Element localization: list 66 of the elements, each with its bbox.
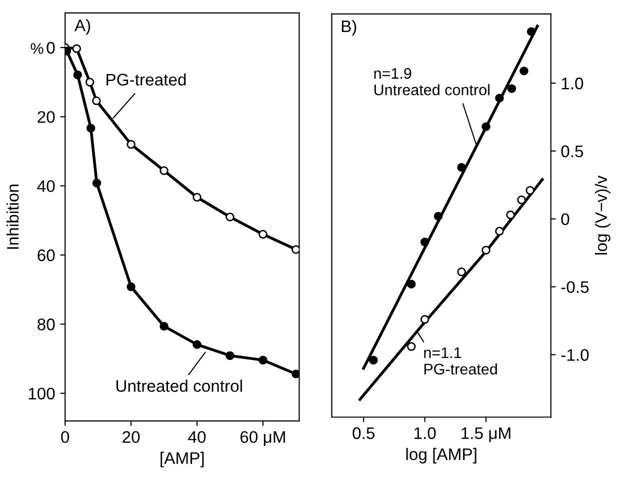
y-tick-label: 20 [38, 111, 55, 123]
x-tick-label: 40 [188, 431, 206, 443]
point [126, 140, 136, 149]
y-axis-title: log (V−v)/v [594, 176, 610, 254]
y-tick-label: -1.0 [561, 349, 589, 361]
line-series [358, 178, 544, 401]
point [420, 315, 430, 324]
point [495, 226, 504, 236]
x-tick-label: 1.5 μM [462, 427, 510, 442]
point [526, 27, 536, 36]
chart-title: B) [342, 20, 356, 36]
x-tick-label: 60 μM [240, 431, 285, 446]
point [85, 78, 94, 86]
point [160, 322, 168, 331]
point [92, 178, 102, 188]
point [292, 370, 300, 378]
point [72, 44, 82, 53]
annotation: PG-treated [106, 73, 186, 86]
point [506, 210, 515, 220]
y-tick-label: 40 [37, 180, 55, 192]
y-tick-label: 100 [28, 388, 55, 400]
y-tick-label: 60 [38, 249, 55, 262]
y-tick-label: 1.0 [562, 78, 584, 90]
point [126, 282, 136, 292]
point [482, 246, 490, 255]
point [526, 186, 534, 195]
point [73, 70, 82, 80]
point [292, 245, 300, 254]
point [406, 280, 416, 288]
y-tick-label: 0 [561, 213, 570, 226]
point [520, 66, 528, 76]
x-tick-label: 1.0 [414, 427, 436, 440]
point [192, 192, 202, 202]
chart-title: A) [74, 19, 90, 35]
point [517, 196, 526, 204]
y-tick-label: 0 [46, 42, 55, 54]
point [226, 212, 234, 222]
y-tick-label: 0.5 [561, 145, 584, 158]
point [192, 340, 202, 349]
x-tick-label: 0.5 [352, 427, 374, 440]
y-axis-title: Inhibition [6, 184, 19, 249]
y-tick-label: 80 [38, 318, 55, 330]
point [495, 94, 504, 102]
x-tick-label: 0 [61, 431, 70, 443]
x-axis-title: [AMP] [160, 452, 204, 468]
x-tick-label: 20 [122, 431, 140, 443]
text: % [30, 43, 44, 54]
point [86, 124, 96, 132]
point [457, 267, 466, 276]
point [92, 96, 101, 106]
point [406, 342, 416, 351]
point [369, 356, 378, 364]
point [507, 84, 516, 93]
point [420, 238, 430, 246]
annotation: Untreated control [116, 380, 242, 392]
x-axis-title: log [AMP] [406, 448, 476, 464]
point [482, 122, 490, 131]
annotation: n=1.9 Untreated control [374, 68, 490, 96]
annotation: n=1.1 PG-treated [424, 347, 497, 375]
point [457, 162, 466, 172]
point [226, 351, 234, 360]
y-tick-label: -0.5 [561, 281, 589, 293]
point [258, 230, 268, 239]
point [160, 166, 168, 175]
point [258, 356, 268, 364]
point [434, 212, 443, 221]
